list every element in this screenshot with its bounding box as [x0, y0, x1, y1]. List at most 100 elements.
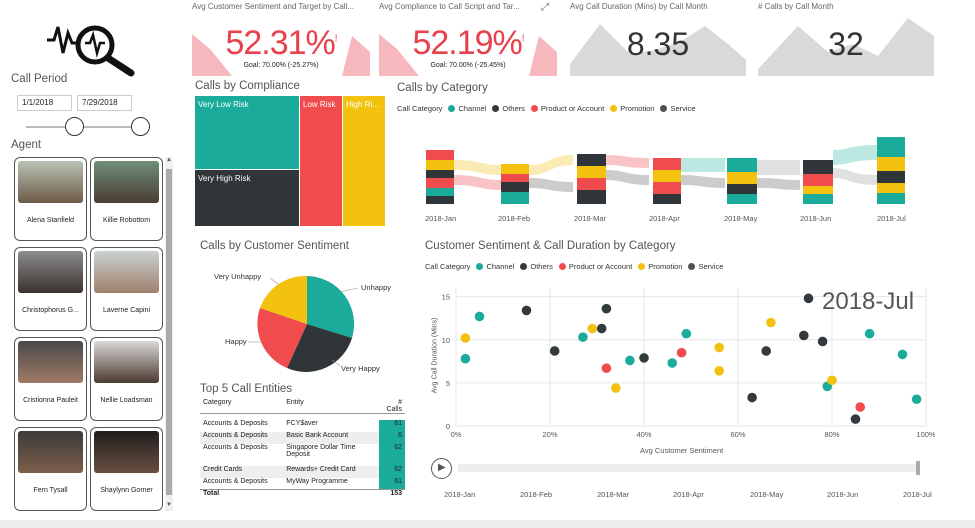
scatter-watermark: 2018-Jul [822, 288, 915, 315]
legend-item[interactable]: Promotion [620, 104, 655, 113]
legend-item[interactable]: Promotion [648, 262, 683, 271]
agent-label: Agent [11, 139, 42, 151]
scatter-point [766, 317, 776, 328]
table-row[interactable]: Accounts & Deposits Basic Bank Account 6 [200, 431, 405, 444]
kpi-goal: Goal: 70.00% (-25.45%) [430, 62, 506, 69]
kpi-area-chart [379, 34, 557, 76]
scatter-point [474, 311, 485, 322]
kpi-card-sentiment[interactable]: Avg Customer Sentiment and Target by Cal… [192, 0, 370, 76]
scroll-down-icon[interactable]: ▼ [166, 502, 172, 508]
play-axis-handle[interactable] [916, 461, 920, 475]
legend-item[interactable]: Product or Account [568, 262, 633, 271]
header-category[interactable]: Category [203, 399, 232, 406]
scatter-x-label: Avg Customer Sentiment [640, 446, 724, 455]
date-end-input[interactable]: 7/29/2018 [77, 95, 132, 111]
kpi-card-calls[interactable]: # Calls by Call Month 32 [758, 0, 934, 76]
agent-card[interactable]: Nellie Loadsman [90, 337, 163, 421]
agent-card[interactable]: Killie Robottom [90, 157, 163, 241]
agent-list-scrollbar[interactable]: ▲ ▼ [165, 157, 173, 511]
header-calls[interactable]: # Calls [386, 399, 402, 413]
play-button[interactable]: ▶ [431, 458, 452, 479]
pie-label-happy: Happy [225, 337, 247, 346]
pie-label-unhappy: Unhappy [361, 283, 392, 292]
agent-card[interactable]: Alena Stanfield [14, 157, 87, 241]
call-period-label: Call Period [11, 73, 68, 85]
header-entity[interactable]: Entity [286, 399, 304, 406]
sentiment-pie [248, 275, 359, 372]
date-range-slider[interactable] [26, 117, 152, 137]
month-tick: 2018-Feb [498, 214, 531, 223]
treemap-cell-very-low-risk[interactable]: Very Low Risk [195, 96, 299, 169]
cell-entity: Rewards+ Credit Card [286, 465, 356, 473]
scatter-point [601, 363, 612, 374]
legend-item[interactable]: Product or Account [540, 104, 605, 113]
table-total-row: Total 153 [200, 489, 405, 502]
cell-category: Accounts & Deposits [203, 477, 268, 485]
scatter-point [714, 366, 724, 376]
table-row[interactable]: Accounts & Deposits MyWay Programme 61 [200, 477, 405, 490]
category-month-axis: 2018-Jan 2018-Feb 2018-Mar 2018-Apr 2018… [420, 214, 920, 226]
agent-card[interactable]: Christophorus G... [14, 247, 87, 331]
legend-item[interactable]: Others [530, 262, 553, 271]
table-row[interactable]: Accounts & Deposits FCY$aver 61 [200, 419, 405, 432]
slider-end-handle[interactable] [131, 117, 150, 136]
play-tick: 2018-Apr [673, 490, 704, 499]
treemap-cell-low-risk[interactable]: Low Risk [300, 96, 342, 226]
play-axis-slider[interactable] [458, 461, 920, 475]
scroll-up-icon[interactable]: ▲ [166, 157, 172, 163]
play-icon: ▶ [438, 462, 446, 473]
treemap-cell-high-risk[interactable]: High Ri... [343, 96, 385, 226]
agent-photo [18, 161, 83, 203]
kpi-area-chart [570, 24, 746, 76]
scatter-legend: Call Category Channel Others Product or … [425, 262, 723, 271]
table-row[interactable]: Accounts & Deposits Singapore Dollar Tim… [200, 443, 405, 466]
scatter-point [864, 328, 875, 339]
bottom-divider [0, 520, 975, 528]
agent-name: Cristionna Pauleit [23, 397, 78, 404]
agent-card[interactable]: Shaylynn Gorner [90, 427, 163, 511]
kpi-area-chart [192, 34, 370, 76]
entities-table: Category Entity # Calls Accounts & Depos… [200, 399, 405, 509]
kpi-value: 52.19%! [412, 24, 524, 62]
agent-photo [18, 431, 83, 473]
agent-photo [94, 251, 159, 293]
cell-calls: 6 [378, 431, 405, 444]
scatter-point [827, 375, 837, 386]
agent-card[interactable]: Laverne Capini [90, 247, 163, 331]
scatter-point [855, 402, 865, 412]
kpi-title: # Calls by Call Month [758, 2, 834, 11]
scrollbar-thumb[interactable] [166, 169, 172, 495]
agent-card[interactable]: Cristionna Pauleit [14, 337, 87, 421]
expand-icon[interactable]: ⤢ [541, 2, 549, 13]
kpi-value: 32 [828, 26, 864, 62]
entities-title: Top 5 Call Entities [200, 383, 293, 395]
scatter-point [676, 347, 687, 358]
legend-item[interactable]: Channel [486, 262, 515, 271]
agent-card[interactable]: Fern Tysall [14, 427, 87, 511]
agent-photo [18, 251, 83, 293]
scatter-y-label: Avg Call Duration (Mins) [431, 317, 439, 394]
x-tick-label: 40% [636, 430, 651, 439]
agent-name: Killie Robottom [102, 217, 151, 224]
date-start-input[interactable]: 1/1/2018 [17, 95, 72, 111]
play-tick: 2018-Jun [827, 490, 859, 499]
legend-item[interactable]: Channel [458, 104, 487, 113]
agent-photo [94, 161, 159, 203]
table-header: Category Entity # Calls [200, 399, 405, 414]
pie-slice-very-happy [287, 324, 352, 372]
kpi-card-duration[interactable]: Avg Call Duration (Mins) by Call Month 8… [570, 0, 746, 76]
compliance-title: Calls by Compliance [195, 80, 300, 92]
treemap-cell-very-high-risk[interactable]: Very High Risk [195, 170, 299, 226]
legend-item[interactable]: Service [698, 262, 724, 271]
kpi-card-compliance[interactable]: Avg Compliance to Call Script and Tar...… [379, 0, 557, 76]
legend-item[interactable]: Service [670, 104, 696, 113]
play-tick: 2018-Jan [444, 490, 476, 499]
table-row[interactable]: Credit Cards Rewards+ Credit Card 62 [200, 465, 405, 478]
legend-title: Call Category [397, 104, 443, 113]
legend-item[interactable]: Others [502, 104, 525, 113]
slider-start-handle[interactable] [65, 117, 84, 136]
play-axis-ticks: 2018-Jan 2018-Feb 2018-Mar 2018-Apr 2018… [440, 490, 935, 502]
kpi-goal: Goal: 70.00% (-25.27%) [243, 62, 319, 69]
scatter-point [714, 342, 724, 353]
scatter-point [460, 353, 471, 364]
